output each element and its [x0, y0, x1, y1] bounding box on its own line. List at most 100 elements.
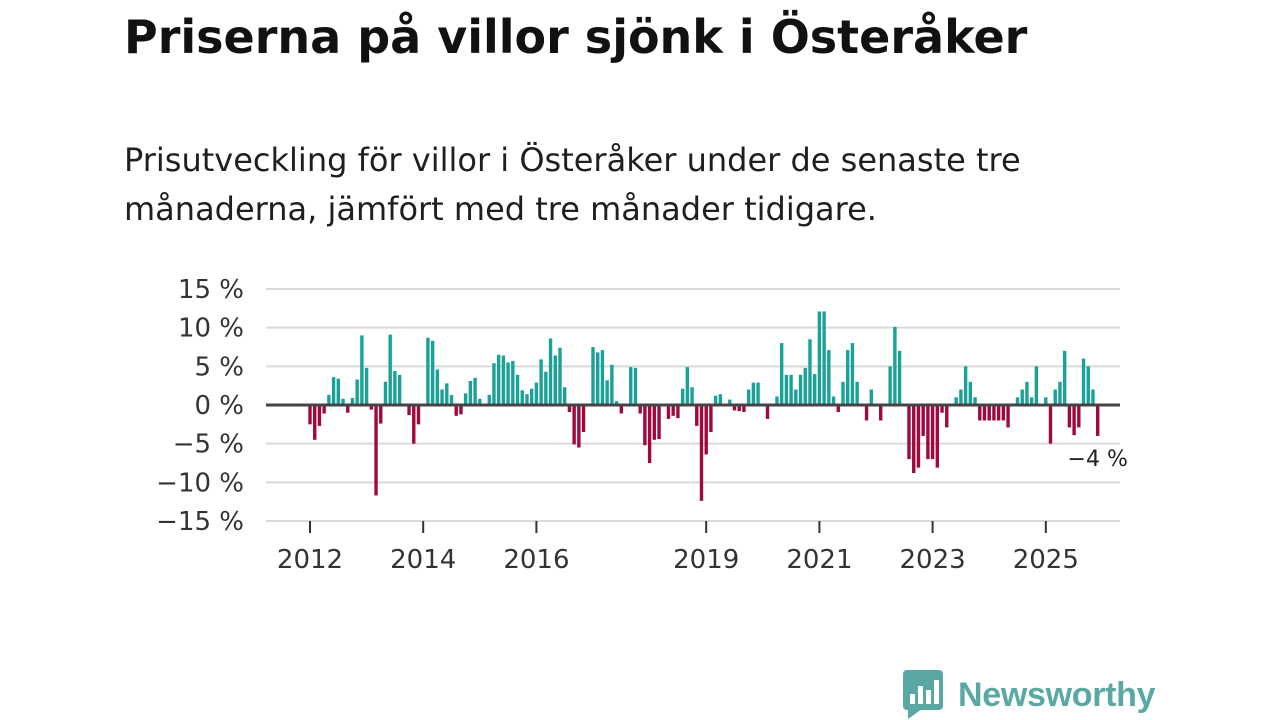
bar-positive: [822, 311, 826, 405]
bar-positive: [827, 350, 831, 405]
bar-positive: [487, 394, 491, 405]
bar-positive: [478, 398, 482, 405]
bar-positive: [496, 354, 501, 405]
bar-negative: [638, 405, 642, 414]
bar-positive: [803, 367, 807, 405]
chart-subtitle: Prisutveckling för villor i Österåker un…: [124, 141, 1021, 228]
x-tick-label: 2012: [277, 545, 343, 575]
bar-positive: [680, 388, 685, 405]
bar-negative: [864, 405, 869, 421]
bar-positive: [383, 381, 388, 405]
bar-negative: [379, 405, 383, 424]
bar-negative: [657, 405, 661, 440]
bar-positive: [336, 378, 340, 405]
bar-negative: [912, 405, 916, 474]
bar-positive: [591, 347, 595, 405]
bar-positive: [350, 398, 355, 405]
bar-positive: [1020, 389, 1024, 405]
bar-negative: [671, 405, 675, 416]
bar-negative: [921, 405, 925, 436]
bar-positive: [728, 399, 732, 405]
bar-positive: [846, 350, 850, 405]
bar-positive: [897, 350, 902, 405]
bar-positive: [525, 394, 529, 405]
bar-negative: [940, 405, 944, 413]
bar-positive: [869, 389, 873, 405]
bar-positive: [713, 395, 718, 405]
bar-positive: [1034, 366, 1039, 405]
bar-positive: [808, 339, 812, 405]
bar-negative: [647, 405, 652, 463]
bar-positive: [798, 374, 803, 405]
bar-negative: [987, 405, 991, 421]
bar-positive: [855, 381, 859, 405]
bar-positive: [426, 337, 430, 405]
grid-lines: [266, 288, 1120, 522]
bar-negative: [322, 405, 326, 414]
x-tick-label: 2019: [673, 545, 739, 575]
bar-negative: [572, 405, 576, 445]
newsworthy-logo-icon: [903, 670, 943, 719]
bar-positive: [544, 371, 548, 405]
bar-positive: [327, 394, 331, 405]
bar-positive: [794, 389, 798, 405]
bar-positive: [831, 396, 836, 405]
bar-positive: [1081, 358, 1086, 405]
bar-positive: [511, 360, 515, 405]
bar-positive: [600, 350, 605, 405]
y-tick-label: 0 %: [194, 391, 244, 421]
bar-positive: [963, 366, 968, 405]
bar-negative: [836, 405, 840, 412]
bar-negative: [369, 405, 374, 410]
bar-positive: [690, 387, 694, 405]
bar-negative: [643, 405, 647, 446]
bar-positive: [973, 397, 977, 405]
bar-positive: [463, 393, 468, 405]
bar-positive: [893, 326, 897, 405]
bar-negative: [666, 405, 671, 419]
bar-negative: [907, 405, 911, 460]
bar-positive: [610, 364, 614, 405]
x-tick-label: 2014: [390, 545, 456, 575]
bar-positive: [1044, 397, 1048, 405]
bar-positive: [888, 366, 892, 405]
bar-negative: [699, 405, 704, 501]
x-tick-label: 2021: [786, 545, 852, 575]
bar-positive: [1058, 381, 1062, 405]
bar-positive: [1015, 397, 1020, 405]
bar-positive: [539, 359, 543, 405]
bar-negative: [704, 405, 708, 455]
y-tick-label: 5 %: [194, 352, 244, 382]
bar-negative: [567, 405, 572, 412]
bar-positive: [1025, 381, 1029, 405]
bar-positive: [548, 338, 553, 405]
bar-negative: [374, 405, 378, 496]
bar-positive: [756, 382, 760, 405]
bar-negative: [916, 405, 921, 468]
bar-negative: [1077, 405, 1081, 428]
y-tick-label: 15 %: [178, 275, 244, 305]
bar-negative: [577, 405, 581, 448]
bar-positive: [435, 369, 440, 405]
bar-negative: [454, 405, 458, 416]
annotation-label: −4 %: [1068, 447, 1128, 472]
bar-negative: [317, 405, 322, 426]
bar-positive: [520, 390, 524, 405]
bar-positive: [1029, 397, 1034, 405]
bar-positive: [449, 394, 454, 405]
bar-negative: [407, 405, 411, 416]
bar-negative: [1072, 405, 1076, 436]
bar-positive: [1062, 350, 1067, 405]
bar-negative: [581, 405, 586, 433]
bar-positive: [959, 389, 963, 405]
bar-positive: [751, 382, 756, 405]
newsworthy-logo[interactable]: Newsworthy: [902, 670, 1156, 720]
bar-positive: [397, 374, 402, 405]
bar-positive: [850, 343, 855, 405]
bar-positive: [445, 383, 449, 405]
bar-negative: [308, 405, 312, 425]
bar-positive: [812, 374, 817, 405]
bar-positive: [341, 398, 345, 405]
x-tick-label: 2016: [503, 545, 569, 575]
bar-positive: [1086, 366, 1090, 405]
